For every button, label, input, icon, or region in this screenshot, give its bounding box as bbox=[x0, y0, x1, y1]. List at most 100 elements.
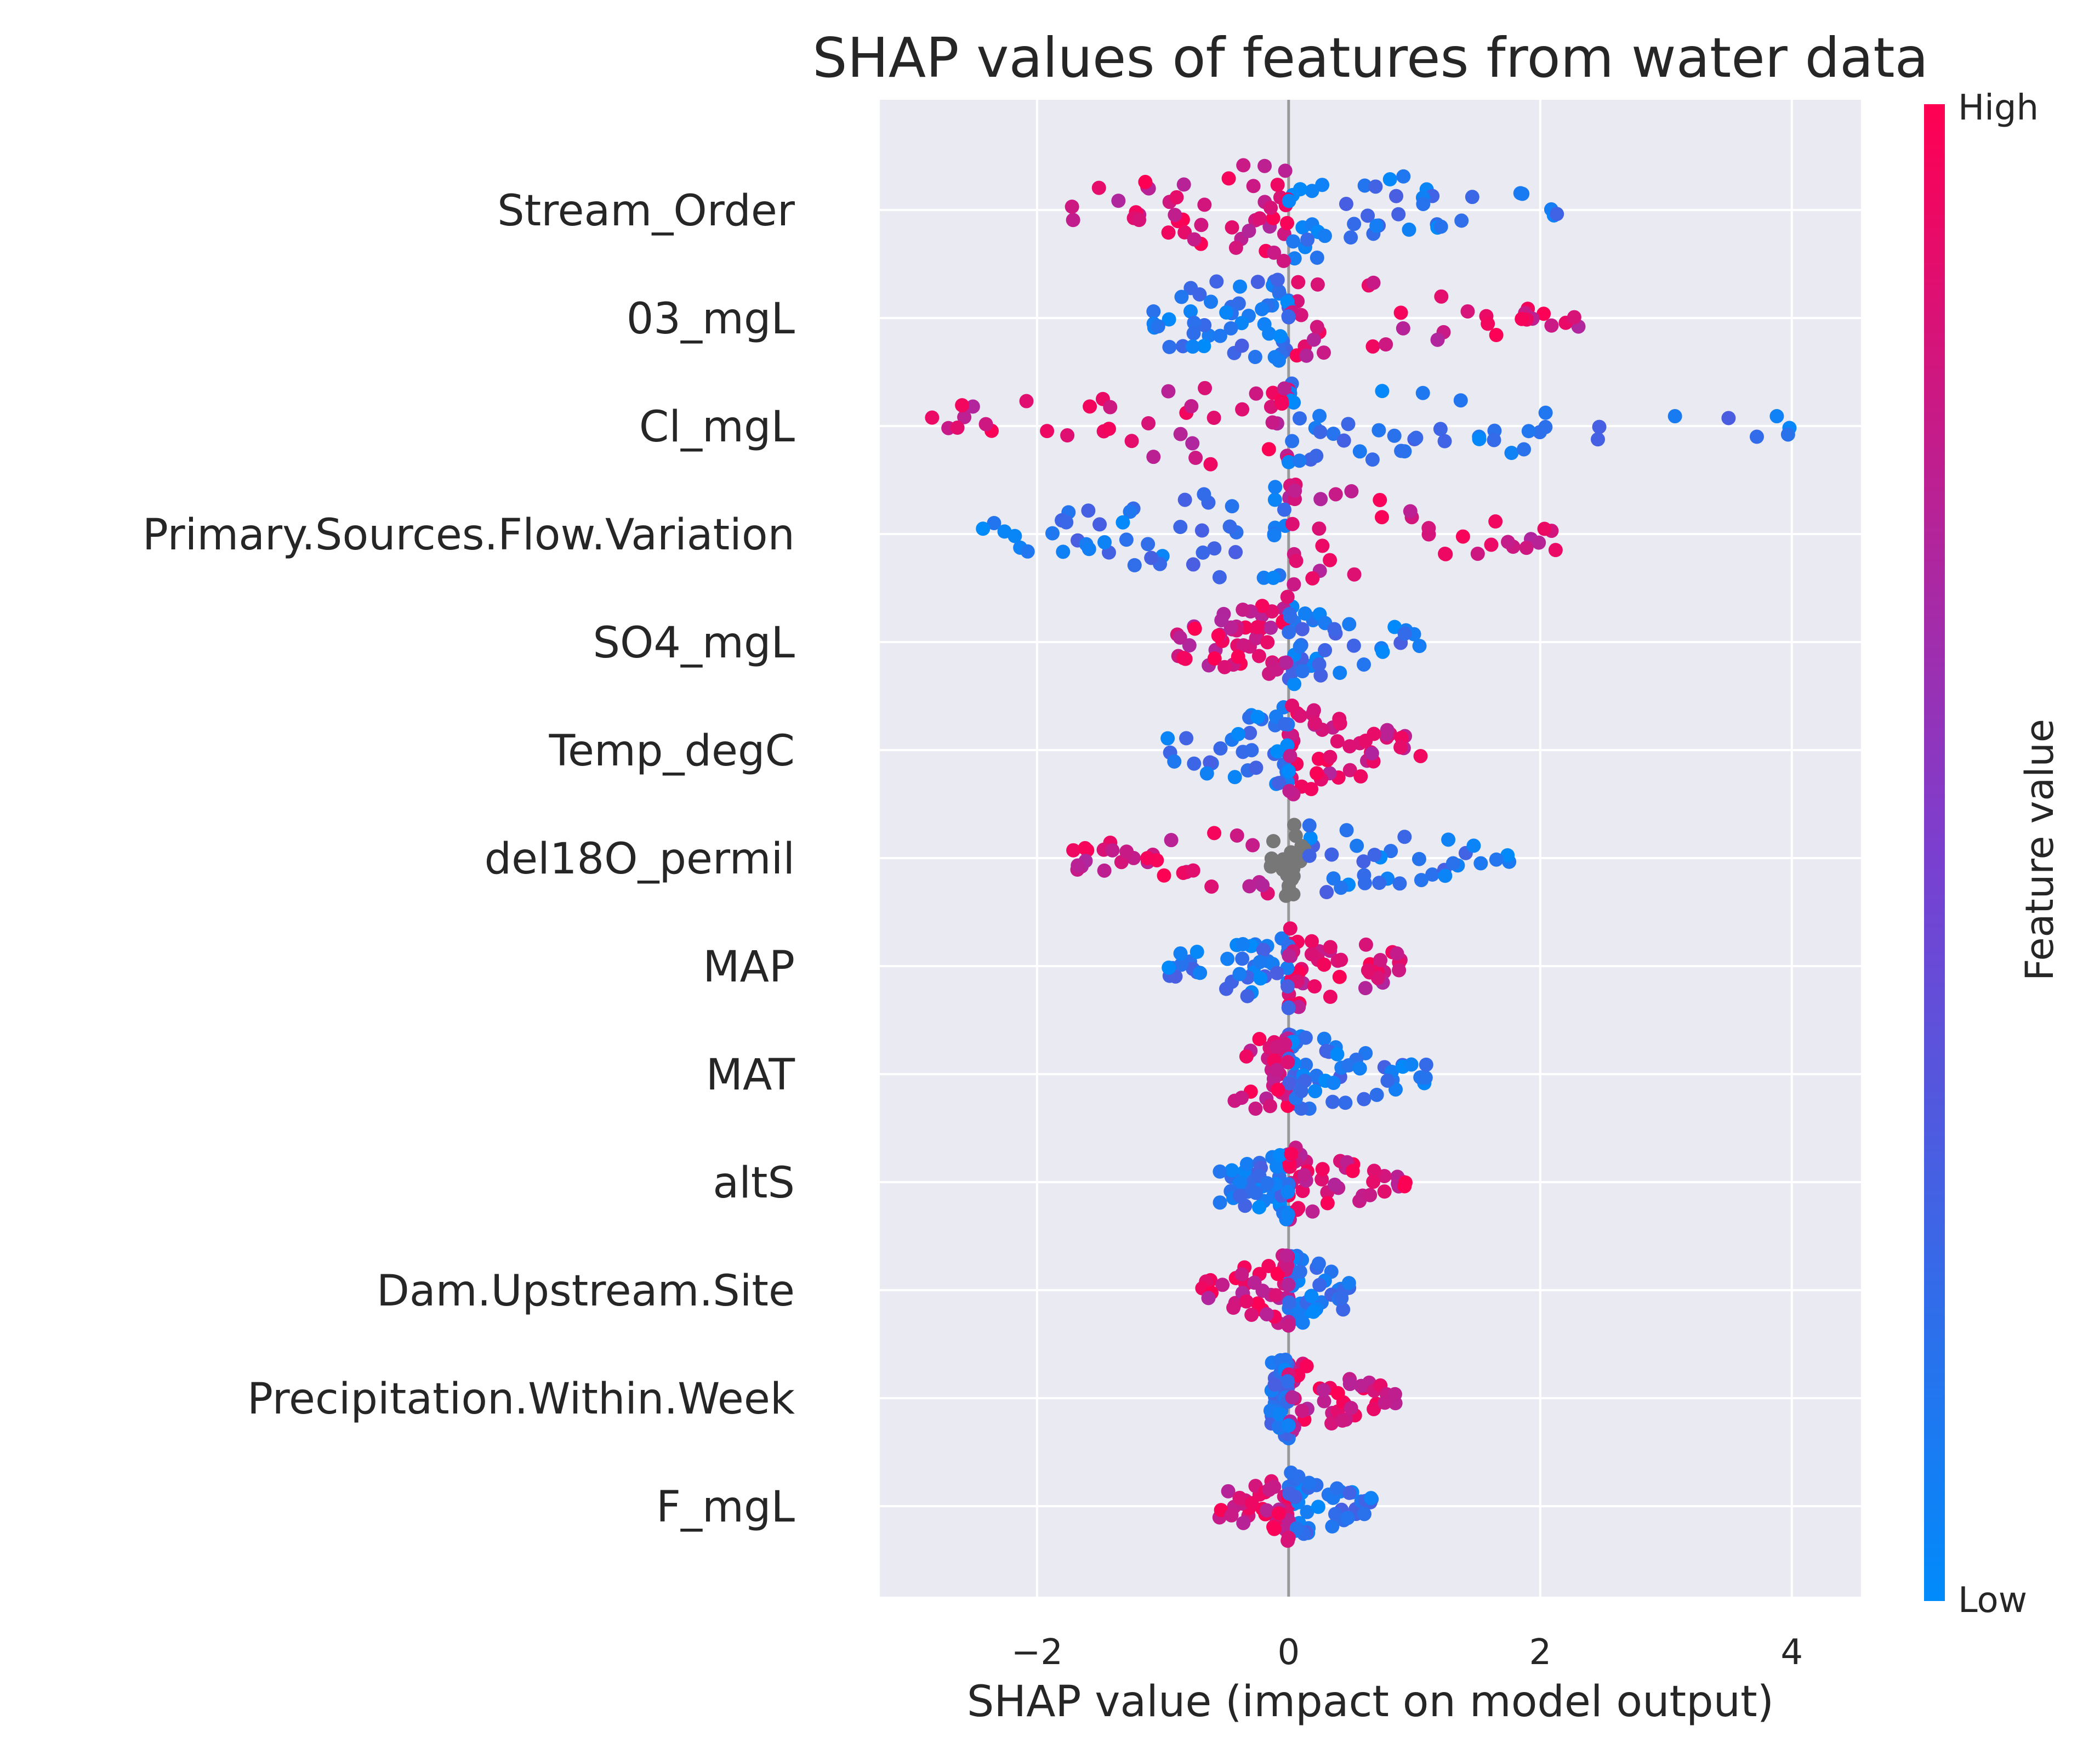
shap-point bbox=[1151, 319, 1165, 334]
shap-point bbox=[1532, 535, 1546, 550]
shap-point bbox=[1266, 834, 1281, 849]
shap-point bbox=[1132, 213, 1147, 228]
shap-point bbox=[1304, 947, 1319, 962]
shap-point bbox=[1390, 946, 1404, 961]
colorbar-high-label: High bbox=[1958, 88, 2039, 128]
shap-point bbox=[987, 515, 1001, 530]
feature-labels: Stream_Order 03_mgL Cl_mgL Primary.Sources.… bbox=[143, 186, 795, 1532]
shap-point bbox=[1312, 408, 1327, 423]
shap-point bbox=[1264, 620, 1278, 635]
shap-point bbox=[1437, 434, 1452, 449]
shap-point bbox=[1550, 207, 1564, 222]
shap-point bbox=[1083, 399, 1097, 414]
shap-point bbox=[1387, 428, 1402, 443]
shap-point bbox=[965, 399, 980, 414]
shap-point bbox=[1186, 863, 1200, 878]
shap-point bbox=[1260, 1176, 1274, 1190]
shap-point bbox=[1273, 329, 1288, 344]
shap-point bbox=[1270, 273, 1285, 287]
shap-point bbox=[1257, 158, 1272, 173]
shap-point bbox=[1236, 158, 1251, 173]
shap-point bbox=[1272, 284, 1287, 299]
shap-point bbox=[1280, 215, 1295, 230]
shap-point bbox=[1357, 1092, 1371, 1106]
shap-point bbox=[1592, 419, 1607, 434]
shap-point bbox=[1280, 589, 1295, 604]
shap-point bbox=[1413, 748, 1428, 763]
shap-point bbox=[1161, 225, 1176, 240]
shap-point bbox=[1323, 940, 1338, 955]
shap-point bbox=[1271, 1506, 1286, 1521]
shap-point bbox=[1304, 1288, 1319, 1303]
shap-point bbox=[1472, 432, 1487, 446]
shap-point bbox=[1538, 405, 1553, 420]
x-tick-labels: −2 0 2 4 bbox=[1011, 1632, 1803, 1673]
shap-point bbox=[1101, 422, 1116, 436]
shap-point bbox=[1249, 386, 1264, 401]
shap-point bbox=[1277, 381, 1292, 396]
colorbar-low-label: Low bbox=[1958, 1580, 2027, 1621]
shap-point bbox=[1353, 769, 1368, 784]
shap-point bbox=[1394, 444, 1409, 458]
shap-point bbox=[1373, 953, 1388, 968]
shap-point bbox=[1201, 1291, 1216, 1305]
shap-point bbox=[1197, 197, 1212, 212]
shap-point bbox=[1162, 312, 1176, 327]
shap-point bbox=[1281, 1374, 1295, 1389]
shap-point bbox=[1361, 963, 1375, 978]
shap-point bbox=[1350, 838, 1364, 853]
shap-point bbox=[1146, 450, 1161, 464]
shap-point bbox=[1537, 521, 1552, 536]
shap-point bbox=[1317, 229, 1332, 243]
shap-point bbox=[1297, 606, 1312, 621]
shap-point bbox=[1282, 625, 1296, 640]
feature-label: altS bbox=[713, 1159, 795, 1208]
shap-point bbox=[1235, 951, 1250, 966]
shap-point bbox=[1249, 1185, 1264, 1200]
shap-point bbox=[1342, 617, 1357, 632]
shap-point bbox=[1190, 945, 1204, 960]
shap-point bbox=[1314, 1172, 1329, 1187]
shap-point bbox=[1288, 484, 1302, 498]
shap-point bbox=[1287, 251, 1302, 266]
shap-point bbox=[1270, 966, 1284, 980]
shap-point bbox=[1244, 743, 1259, 758]
shap-point bbox=[1403, 504, 1418, 519]
shap-point bbox=[1391, 207, 1406, 222]
shap-point bbox=[1187, 315, 1202, 330]
shap-point bbox=[1279, 1248, 1294, 1263]
shap-point bbox=[1455, 529, 1470, 544]
shap-point bbox=[1336, 433, 1351, 448]
shap-point bbox=[1281, 1418, 1296, 1433]
shap-point bbox=[1267, 245, 1282, 260]
shap-point bbox=[1345, 1163, 1360, 1178]
shap-point bbox=[1250, 275, 1265, 290]
shap-point bbox=[1330, 734, 1345, 749]
shap-point bbox=[1164, 833, 1179, 848]
shap-point bbox=[1365, 339, 1380, 354]
shap-point bbox=[1749, 429, 1764, 444]
shap-point bbox=[1378, 1395, 1392, 1410]
shap-point bbox=[1342, 1485, 1357, 1500]
shap-point bbox=[1292, 411, 1307, 426]
shap-point bbox=[1213, 1164, 1227, 1179]
shap-point bbox=[1225, 1163, 1239, 1178]
shap-point bbox=[1111, 194, 1126, 208]
shap-point bbox=[1319, 885, 1334, 900]
shap-point bbox=[1323, 990, 1338, 1004]
shap-point bbox=[1242, 879, 1257, 894]
shap-point bbox=[1339, 823, 1354, 838]
shap-point bbox=[1311, 1500, 1325, 1514]
shap-point bbox=[1270, 1159, 1284, 1174]
shap-point bbox=[1270, 178, 1285, 192]
shap-point bbox=[1217, 660, 1232, 674]
shap-point bbox=[1339, 196, 1353, 211]
shap-point bbox=[1357, 657, 1371, 672]
shap-point bbox=[1204, 294, 1219, 309]
shap-point bbox=[1295, 664, 1310, 679]
shap-point bbox=[1515, 311, 1529, 326]
shap-point bbox=[1293, 639, 1307, 654]
shap-point bbox=[1092, 517, 1107, 532]
shap-point bbox=[1105, 843, 1120, 858]
